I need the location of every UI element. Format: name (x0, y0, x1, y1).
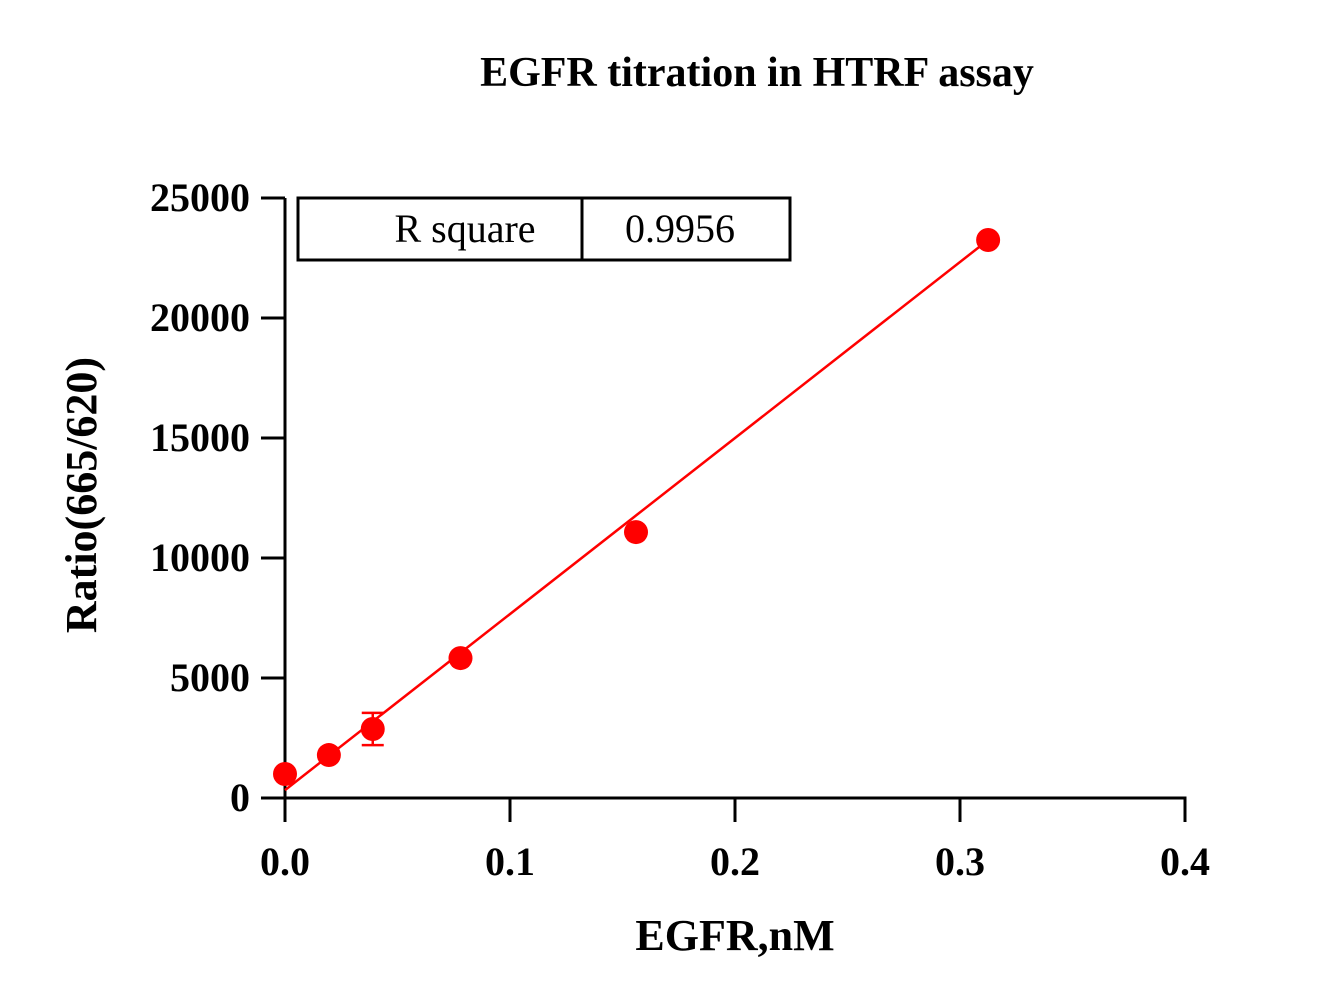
data-point (624, 520, 648, 545)
y-tick-label: 20000 (150, 295, 250, 340)
data-point (976, 228, 1001, 252)
data-point (360, 717, 385, 741)
axes: 0.0 0.1 0.2 0.3 0.4 0 5000 10000 15000 20000 25000 (150, 175, 1210, 884)
data-marks (273, 228, 1001, 792)
y-tick-label: 15000 (150, 415, 250, 460)
x-tick-label: 0.4 (1160, 839, 1210, 884)
x-axis-label: EGFR,nM (635, 911, 834, 960)
y-tick-label: 5000 (170, 655, 250, 700)
y-tick-label: 0 (230, 775, 250, 820)
x-tick-label: 0.3 (935, 839, 985, 884)
chart-title: EGFR titration in HTRF assay (480, 50, 1034, 96)
y-tick-label: 10000 (150, 535, 250, 580)
data-point (273, 762, 297, 786)
fit-line (284, 239, 989, 792)
r-square-table: R square 0.9956 (296, 196, 792, 262)
r-square-value: 0.9956 (625, 206, 735, 251)
y-tick-label: 25000 (150, 175, 250, 220)
data-point (448, 646, 473, 671)
y-axis-label: Ratio(665/620) (57, 357, 106, 633)
x-tick-label: 0.0 (260, 839, 310, 884)
x-tick-label: 0.2 (710, 839, 760, 884)
r-square-label: R square (394, 206, 535, 251)
x-tick-label: 0.1 (485, 839, 535, 884)
data-point (316, 743, 341, 768)
